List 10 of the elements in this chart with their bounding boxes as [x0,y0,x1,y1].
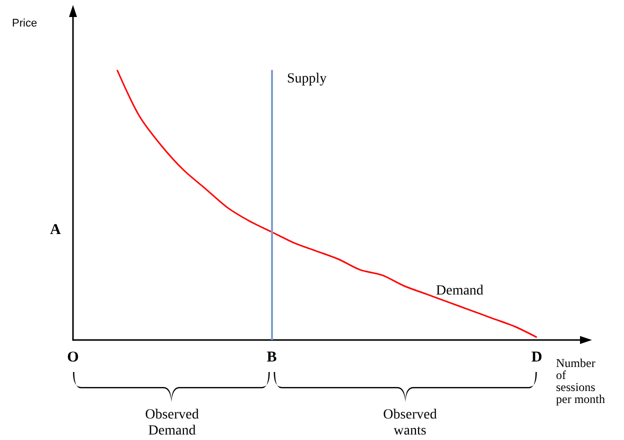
x-tick-label: B [266,350,277,366]
y-axis-title: Price [12,18,38,30]
series-label: Demand [436,284,484,298]
ref-line-label: Supply [287,72,327,86]
text: Observed Demand [145,408,199,438]
x-tick-label: D [531,350,542,366]
text: Observed wants [383,408,437,438]
x-axis-title: Number of sessions per month [556,356,605,406]
x-tick-label: O [67,350,79,366]
text: A [50,222,61,238]
